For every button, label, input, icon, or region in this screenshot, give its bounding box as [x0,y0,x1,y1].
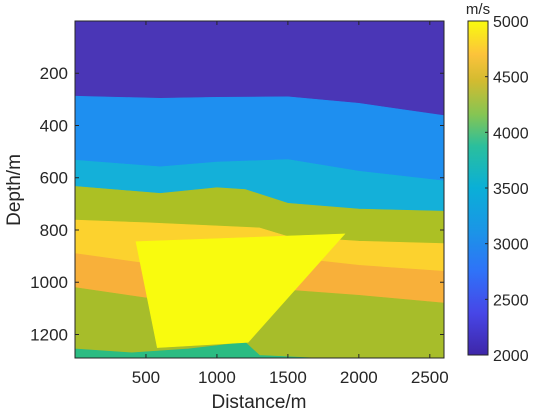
y-tick-label: 1200 [30,325,68,344]
y-tick-label: 200 [40,64,68,83]
y-tick-label: 1000 [30,273,68,292]
plot-area [75,21,444,358]
x-tick-label: 1500 [269,368,307,387]
velocity-layer-8 [75,341,444,358]
x-tick-label: 2000 [340,368,378,387]
colorbar-tick-label: 3500 [493,181,529,198]
colorbar-unit: m/s [466,1,490,18]
plot-frame [74,20,445,359]
y-axis-ticks: 200 400 600 800 1000 1200 [30,64,444,344]
colorbar-tick-label: 4500 [493,70,529,87]
anomaly-group [135,233,346,348]
colorbar-tick-label: 3000 [493,237,529,254]
colorbar: m/s 2000 2500 3000 3500 4000 4500 5000 [466,1,529,365]
x-tick-label: 2500 [411,368,449,387]
y-tick-label: 400 [40,116,68,135]
x-tick-label: 500 [132,368,160,387]
x-axis-label: Distance/m [211,392,306,413]
colorbar-ticks: 2000 2500 3000 3500 4000 4500 5000 [485,14,529,365]
colorbar-tick-label: 5000 [493,14,529,31]
colorbar-tick-label: 2000 [493,348,529,365]
y-axis-label: Depth/m [4,154,25,226]
colorbar-tick-label: 2500 [493,292,529,309]
y-tick-label: 600 [40,169,68,188]
x-axis-ticks: 500 1000 1500 2000 2500 [132,21,449,387]
x-tick-label: 1000 [198,368,236,387]
colorbar-tick-label: 4000 [493,125,529,142]
y-tick-label: 800 [40,221,68,240]
high-velocity-anomaly [135,233,346,348]
